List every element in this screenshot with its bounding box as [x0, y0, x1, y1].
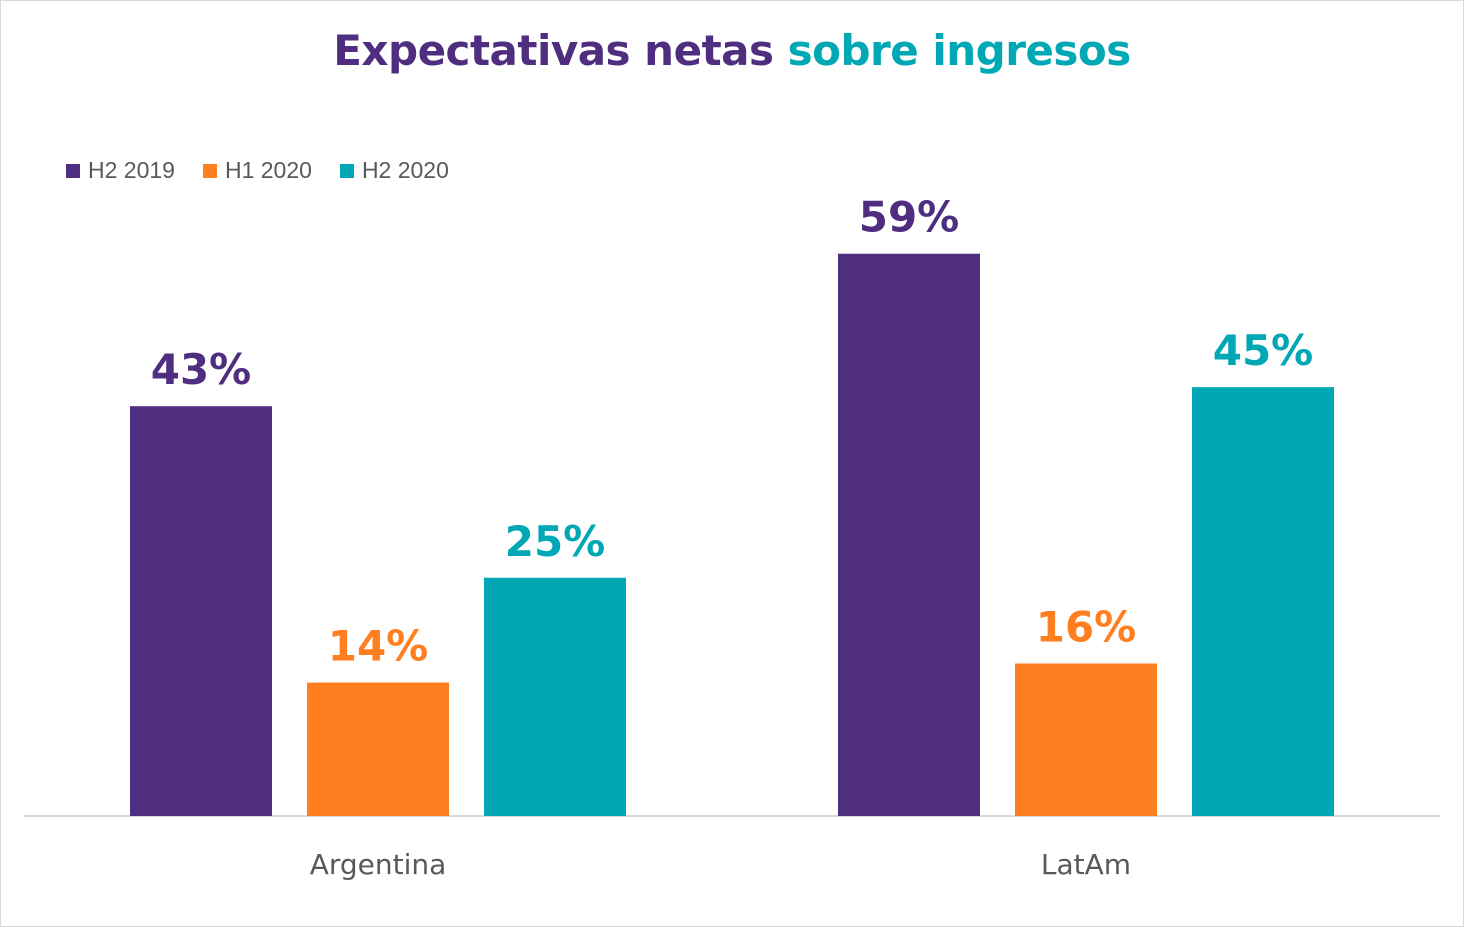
data-label: 16% — [1036, 603, 1137, 652]
data-label: 43% — [151, 345, 252, 394]
legend-item-h2-2019: H2 2019 — [66, 157, 175, 184]
x-tick-label: Argentina — [310, 848, 447, 881]
data-label: 45% — [1213, 326, 1314, 375]
legend-label: H1 2020 — [224, 157, 312, 183]
legend-swatch — [66, 163, 80, 178]
bar-latam-0 — [838, 253, 980, 817]
legend-item-h1-2020: H1 2020 — [202, 157, 312, 184]
title-part-2: sobre ingresos — [787, 26, 1132, 75]
bar-argentina-1 — [307, 682, 449, 816]
legend-swatch — [202, 163, 217, 178]
data-label: 59% — [859, 193, 960, 242]
data-label: 14% — [328, 622, 429, 671]
bar-argentina-0 — [130, 406, 272, 816]
legend-swatch — [339, 163, 354, 178]
bar-latam-1 — [1015, 663, 1157, 816]
legend-item-h2-2020: H2 2020 — [339, 157, 449, 184]
legend-label: H2 2020 — [361, 157, 449, 183]
bar-latam-2 — [1192, 387, 1334, 816]
title-part-1: Expectativas netas — [333, 26, 774, 75]
x-tick-label: LatAm — [1041, 848, 1131, 881]
bar-argentina-2 — [484, 577, 626, 816]
legend: H2 2019 H1 2020 H2 2020 — [66, 157, 449, 184]
chart-title: Expectativas netas sobre ingresos — [0, 26, 1464, 75]
legend-label: H2 2019 — [88, 157, 175, 183]
data-label: 25% — [505, 517, 606, 566]
